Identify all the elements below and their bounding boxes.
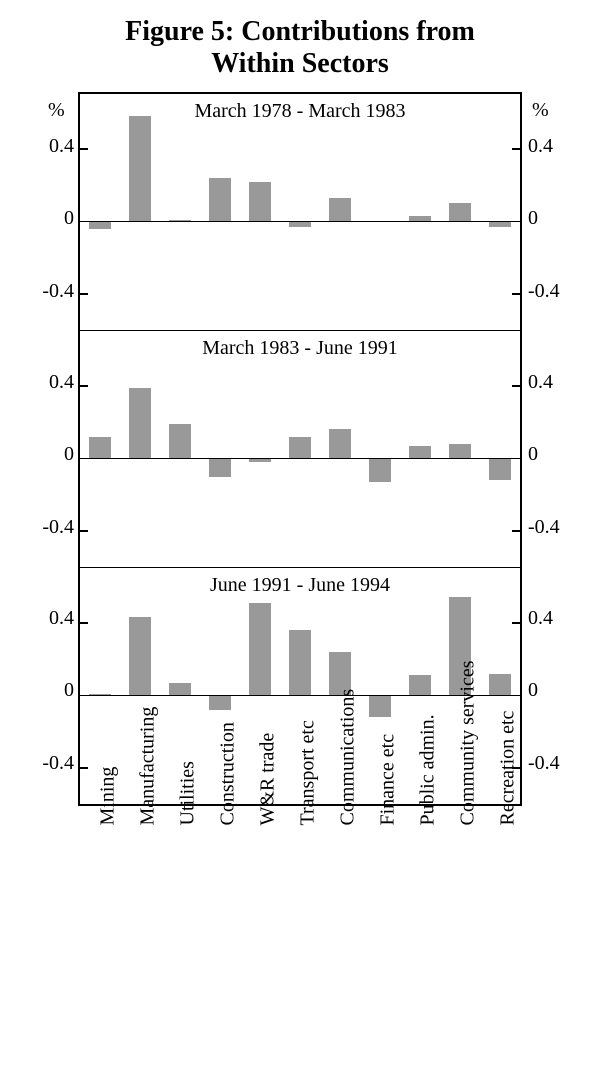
title-line-2: Within Sectors [211,48,389,79]
zero-line [80,221,520,223]
bar [289,437,311,459]
y-tick [80,148,88,150]
bar [409,446,431,459]
chart-panel: March 1978 - March 1983 [80,94,520,331]
bar [289,221,311,226]
chart-panel: March 1983 - June 1991 [80,331,520,568]
y-tick [80,767,88,769]
bar [489,458,511,480]
y-tick-label-right: 0 [528,679,538,702]
y-tick [512,622,520,624]
bar [489,221,511,226]
y-tick-label-left: 0.4 [34,371,74,394]
y-tick [512,385,520,387]
y-tick-label-left: -0.4 [34,752,74,775]
y-tick [80,293,88,295]
x-axis-labels: MiningManufacturingUtilitiesConstruction… [80,812,520,1052]
bar [89,437,111,459]
panel-frame: March 1978 - March 1983 March 1983 - June… [78,92,522,806]
y-tick-label-right: -0.4 [528,280,560,303]
y-tick-label-right: 0.4 [528,371,553,394]
zero-line [80,695,520,697]
y-unit-right: % [532,99,549,122]
bar [369,458,391,482]
bar [329,198,351,222]
y-tick-label-left: -0.4 [34,516,74,539]
panel-title: March 1978 - March 1983 [80,100,520,123]
y-tick-label-right: -0.4 [528,516,560,539]
bar [449,444,471,459]
bar [129,116,151,221]
y-tick [512,530,520,532]
bar [249,603,271,696]
bar [249,182,271,222]
y-tick [512,293,520,295]
bar [489,674,511,696]
y-tick [80,530,88,532]
y-tick-label-right: -0.4 [528,752,560,775]
bar [169,424,191,458]
y-tick [80,622,88,624]
bar [449,203,471,221]
title-line-1: Figure 5: Contributions from [125,16,475,47]
bar [209,695,231,710]
y-tick-label-left: 0 [34,679,74,702]
y-tick-label-right: 0.4 [528,607,553,630]
bar [169,683,191,696]
bar [209,458,231,476]
bar [289,630,311,695]
bar [89,221,111,228]
zero-line [80,458,520,460]
y-tick-label-left: 0 [34,207,74,230]
y-tick [512,148,520,150]
figure-title: Figure 5: Contributions from Within Sect… [10,16,590,80]
bar [329,429,351,458]
bar [369,695,391,717]
chart-area: March 1978 - March 1983 March 1983 - June… [20,92,580,1052]
bar [129,388,151,459]
y-tick-label-left: 0.4 [34,135,74,158]
y-tick-label-right: 0 [528,443,538,466]
y-tick-label-right: 0 [528,207,538,230]
y-tick-label-left: 0.4 [34,607,74,630]
y-tick [80,385,88,387]
bar [129,617,151,695]
y-tick-label-left: 0 [34,443,74,466]
panel-title: March 1983 - June 1991 [80,337,520,360]
bar [409,675,431,695]
y-tick-label-right: 0.4 [528,135,553,158]
panel-title: June 1991 - June 1994 [80,574,520,597]
y-unit-left: % [48,99,65,122]
bar [209,178,231,222]
y-tick-label-left: -0.4 [34,280,74,303]
